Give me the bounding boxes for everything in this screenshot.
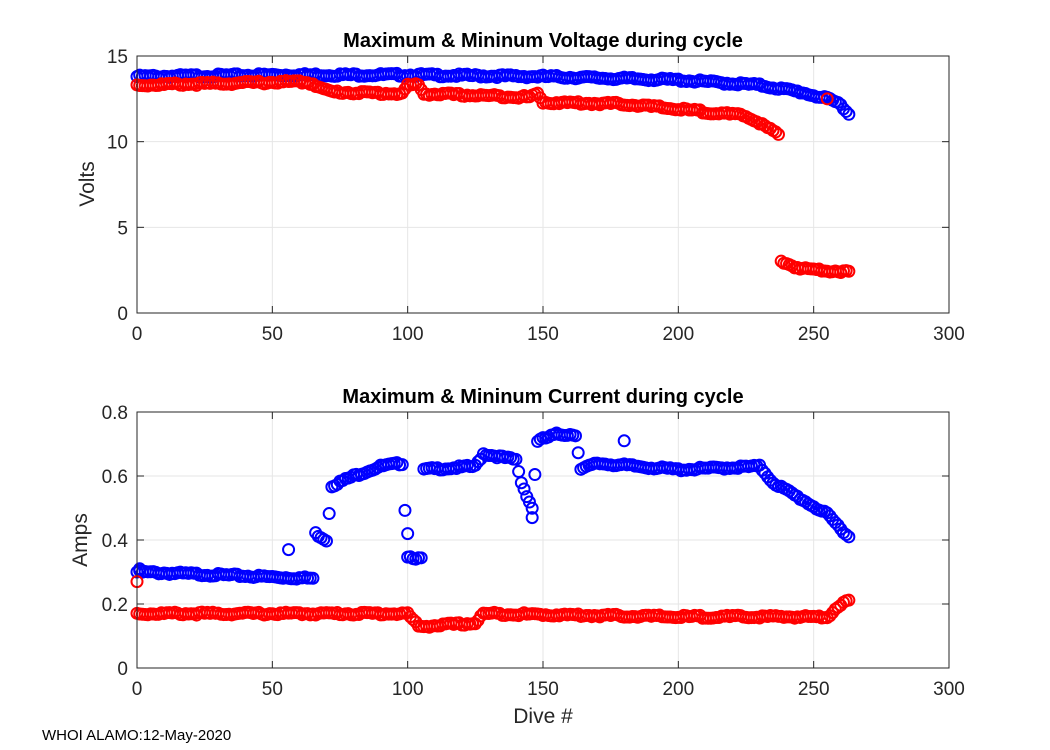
current-series-minimum [130,575,856,634]
current-point-maximum [842,530,856,544]
current-point-maximum [512,465,526,479]
voltage-xtick-label: 200 [662,324,694,345]
voltage-point-minimum [771,127,785,141]
current-point-maximum [414,551,428,565]
current-ylabel: Amps [69,513,92,567]
current-xtick-label: 100 [392,679,424,700]
current-point-maximum [525,501,539,515]
current-point-maximum [571,446,585,460]
current-ytick-label: 0.8 [102,403,128,424]
voltage-point-maximum [842,107,856,121]
voltage-xtick-label: 150 [527,324,559,345]
voltage-series-minimum [130,74,856,280]
current-point-maximum [319,534,333,548]
current-point-maximum [395,458,409,472]
current-point-maximum [509,452,523,466]
voltage-ytick-label: 10 [107,133,128,154]
current-ticks: 0 50 100 150 200 250 300 0 0.2 0.4 0.6 0.8 [102,403,965,700]
voltage-xtick-label: 250 [798,324,830,345]
voltage-xtick-label: 50 [262,324,283,345]
voltage-xtick-label: 300 [933,324,965,345]
current-ytick-label: 0.2 [102,595,128,616]
voltage-ticks: 0 50 100 150 200 250 300 0 5 10 15 [107,47,965,345]
current-point-maximum [514,476,528,490]
voltage-ytick-label: 5 [117,218,128,239]
voltage-point-minimum [842,264,856,278]
voltage-ytick-label: 0 [117,304,128,325]
current-xtick-label: 300 [933,679,965,700]
current-ytick-label: 0.4 [102,531,129,552]
current-xtick-label: 200 [662,679,694,700]
voltage-xtick-label: 100 [392,324,424,345]
current-title: Maximum & Mininum Current during cycle [342,386,743,408]
voltage-point-maximum [839,104,853,118]
current-xtick-label: 250 [798,679,830,700]
voltage-title: Maximum & Mininum Voltage during cycle [343,30,743,52]
current-xtick-label: 50 [262,679,283,700]
current-xtick-label: 150 [527,679,559,700]
current-point-maximum [322,507,336,521]
current-outlier-point [401,527,415,541]
current-point-minimum [842,593,856,607]
current-point-maximum [306,571,320,585]
current-ytick-label: 0 [117,659,128,680]
voltage-ytick-label: 15 [107,47,128,68]
current-xlabel: Dive # [513,705,573,728]
current-xtick-label: 0 [132,679,143,700]
voltage-outlier-point [820,92,834,106]
current-axes: 0 50 100 150 200 250 300 0 0.2 0.4 0.6 0.8 Maximum … [69,386,965,728]
current-outlier-point [282,543,296,557]
current-outlier-point [617,434,631,448]
current-outlier-point [525,511,539,525]
current-grid [136,411,950,669]
voltage-xtick-label: 0 [132,324,143,345]
voltage-points [130,66,856,280]
voltage-axes: 0 50 100 150 200 250 300 0 5 10 15 Maximum & Minin… [76,30,965,345]
current-point-maximum [522,495,536,509]
current-point-maximum [517,482,531,496]
footer-stamp: WHOI ALAMO:12-May-2020 [42,727,232,744]
current-point-maximum [528,468,542,482]
voltage-point-minimum [769,125,783,139]
current-point-maximum [398,503,412,517]
current-point-maximum [839,528,853,542]
current-points [130,426,856,634]
current-point-maximum [568,429,582,443]
current-series-maximum [130,426,856,586]
current-outlier-point [133,562,147,576]
voltage-ylabel: Volts [76,161,99,207]
current-ytick-label: 0.6 [102,467,128,488]
